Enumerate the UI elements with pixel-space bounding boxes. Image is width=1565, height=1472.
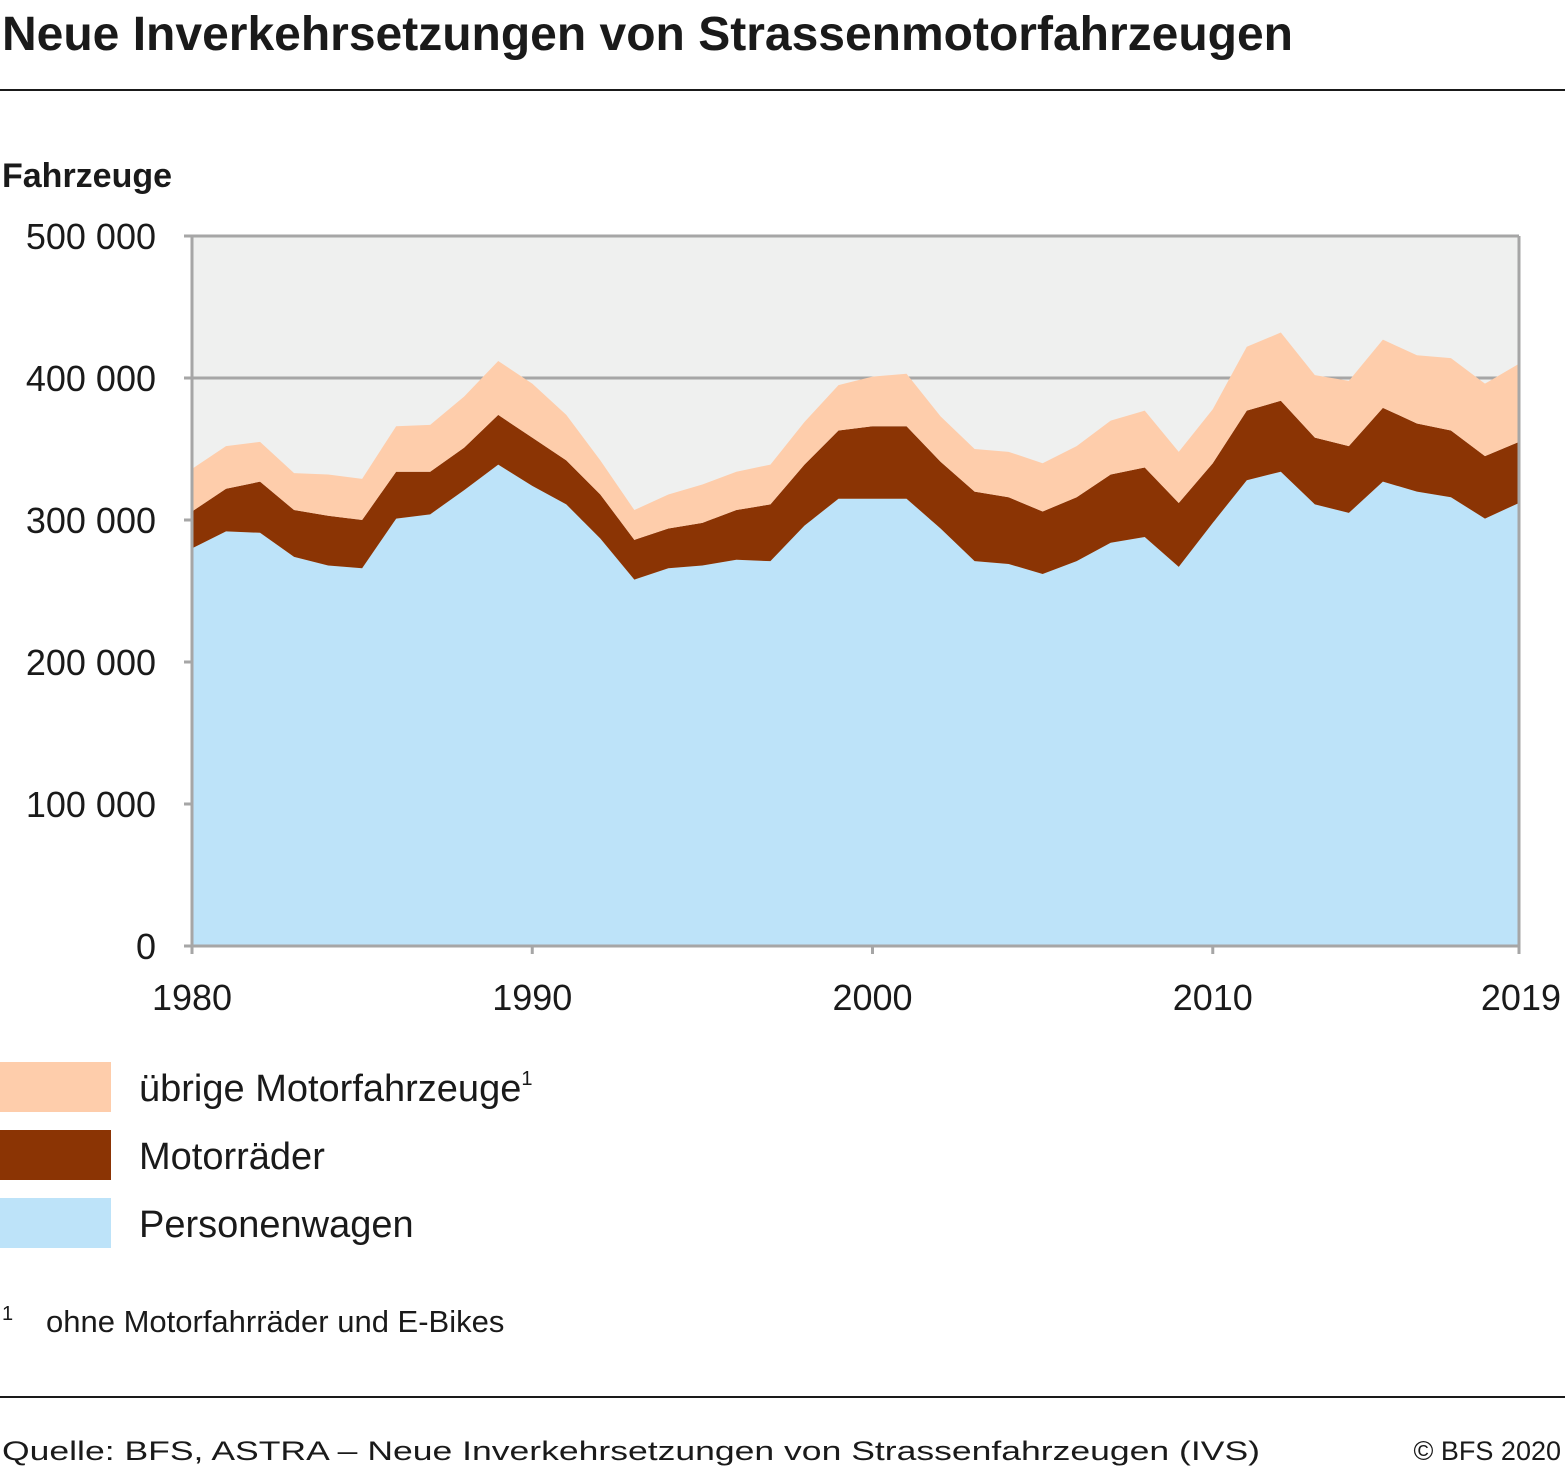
legend-label: übrige Motorfahrzeuge1 [139, 1068, 532, 1110]
area-motorräder [192, 400, 1519, 580]
x-tick-label: 2019 [1481, 977, 1561, 1018]
footnote: 1 ohne Motorfahrräder und E-Bikes [2, 1303, 504, 1339]
y-tick-label: 400 000 [26, 358, 156, 399]
footnote-marker: 1 [2, 1303, 13, 1325]
legend-label: Motorräder [139, 1136, 325, 1178]
legend-swatch [0, 1130, 111, 1180]
copyright: © BFS 2020 [1414, 1436, 1561, 1466]
y-tick-labels: 0 100 000 200 000 300 000 400 000 500 000 [26, 216, 156, 967]
plot-area: 0 100 000 200 000 300 000 400 000 500 000 198… [26, 216, 1561, 1018]
x-tick-label: 1980 [152, 977, 232, 1018]
legend-label: Personenwagen [139, 1204, 414, 1246]
x-tick-label: 1990 [492, 977, 572, 1018]
y-tick-label: 300 000 [26, 500, 156, 541]
y-tick-label: 200 000 [26, 642, 156, 683]
legend-item-motorräder: Motorräder [0, 1130, 325, 1180]
legend-swatch [0, 1198, 111, 1248]
y-tick-label: 0 [136, 926, 156, 967]
chart-title: Neue Inverkehrsetzungen von Strassenmoto… [2, 8, 1293, 61]
y-tick-label: 100 000 [26, 784, 156, 825]
x-tick-label: 2010 [1173, 977, 1253, 1018]
x-tick-label: 2000 [832, 977, 912, 1018]
area-personenwagen [192, 464, 1519, 946]
axes [184, 236, 1521, 954]
legend: übrige Motorfahrzeuge1 Motorräder Personen… [0, 1062, 532, 1248]
legend-swatch [0, 1062, 111, 1112]
legend-item-übrige-motorfahrzeuge: übrige Motorfahrzeuge1 [0, 1062, 532, 1112]
area-series [192, 332, 1519, 946]
footnote-ref: 1 [521, 1068, 532, 1090]
legend-item-personenwagen: Personenwagen [0, 1198, 414, 1248]
area-übrige-motorfahrzeuge [192, 332, 1519, 540]
source-note: Quelle: BFS, ASTRA – Neue Inverkehrsetzu… [2, 1436, 1260, 1466]
y-axis-label: Fahrzeuge [2, 157, 172, 195]
x-tick-labels: 1980 1990 2000 2010 2019 [152, 977, 1561, 1018]
y-tick-label: 500 000 [26, 216, 156, 257]
footnote-text: ohne Motorfahrräder und E-Bikes [46, 1304, 504, 1339]
